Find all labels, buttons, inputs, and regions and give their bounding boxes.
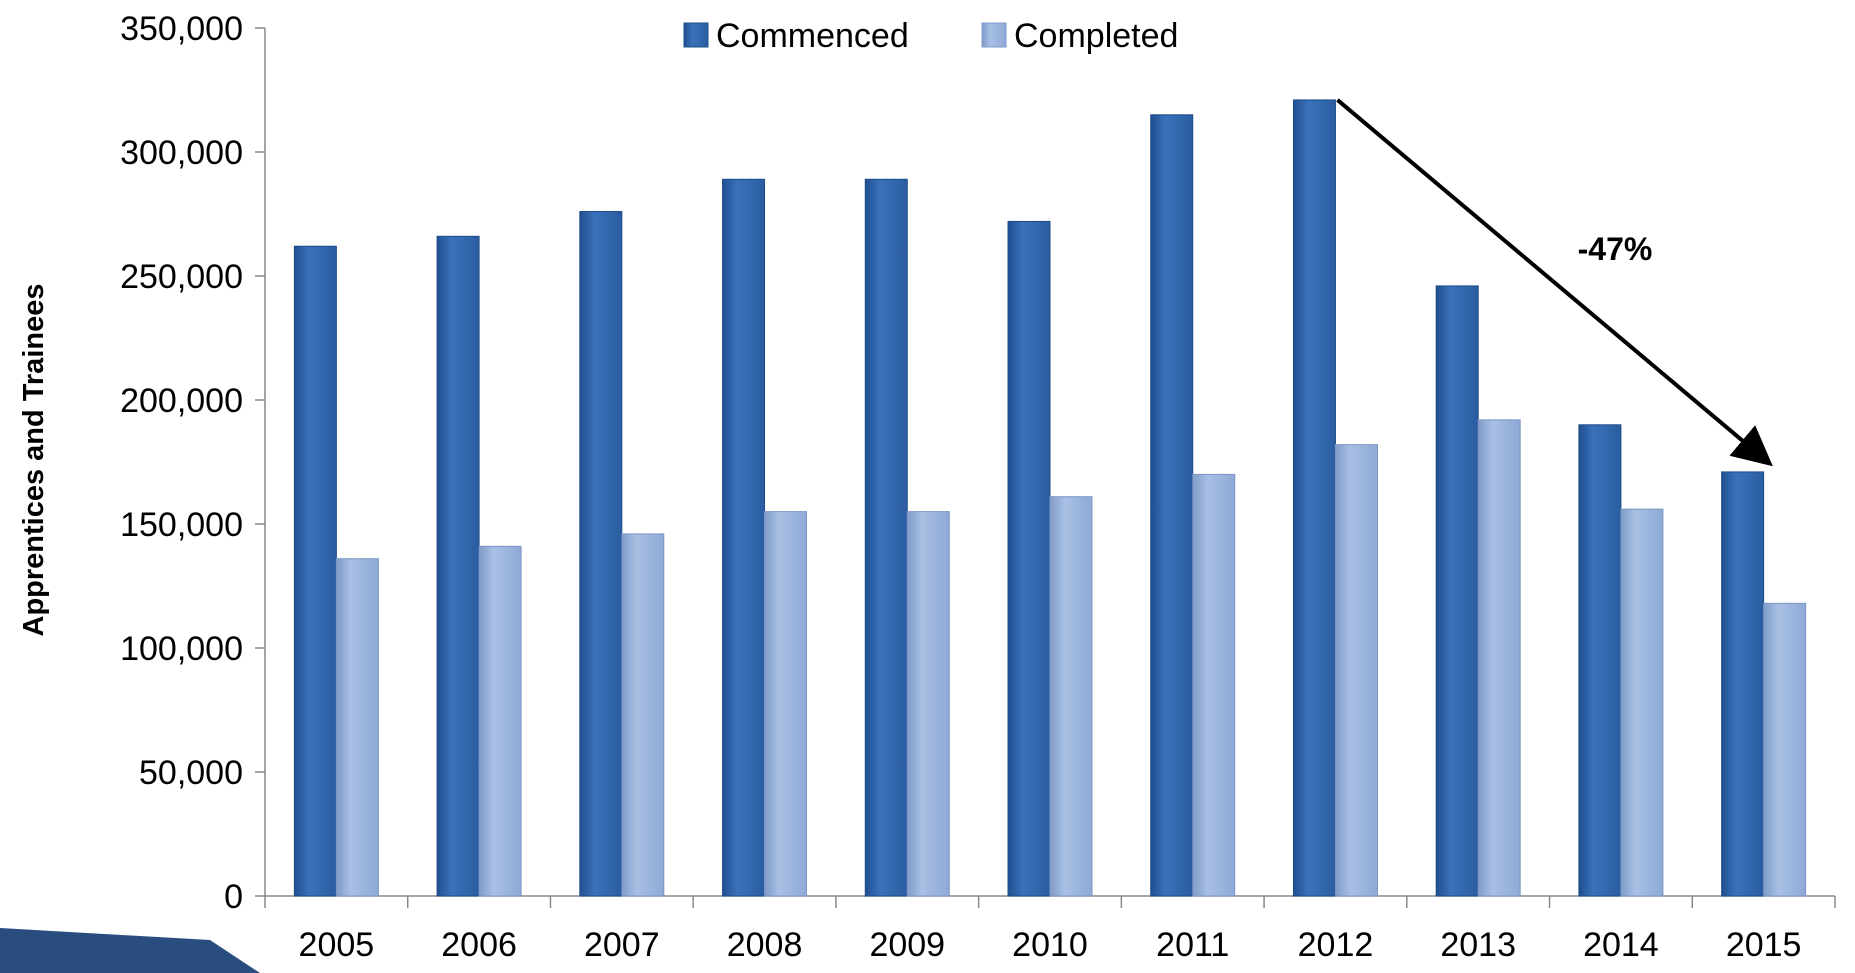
decline-percent-label: -47% xyxy=(1578,231,1653,267)
bars xyxy=(293,99,1807,897)
bar-commenced-2012 xyxy=(1292,99,1336,897)
y-tick-label: 50,000 xyxy=(139,754,243,792)
bar-commenced-2007 xyxy=(579,211,623,897)
y-tick-label: 250,000 xyxy=(120,258,243,296)
bar-commenced-2006 xyxy=(436,235,480,897)
x-tick-label: 2008 xyxy=(727,926,803,964)
bar-commenced-2015 xyxy=(1721,471,1765,897)
bar-commenced-2011 xyxy=(1150,114,1194,897)
x-tick-label: 2013 xyxy=(1440,926,1516,964)
x-tick-label: 2007 xyxy=(584,926,660,964)
decline-arrow xyxy=(1336,98,1773,467)
y-tick-labels: 0 50,000 100,000 150,000 200,000 250,000 300,0… xyxy=(120,10,243,916)
bar-commenced-2013 xyxy=(1435,285,1479,897)
change-annotation: -47% xyxy=(1336,98,1773,467)
bar-commenced-2008 xyxy=(722,178,766,897)
bar-commenced-2014 xyxy=(1578,424,1622,897)
bar-completed-2007 xyxy=(621,533,665,897)
x-tick-label: 2014 xyxy=(1583,926,1659,964)
legend: Commenced Completed xyxy=(683,17,1178,55)
bar-completed-2013 xyxy=(1477,419,1521,897)
bar-completed-2012 xyxy=(1334,444,1378,897)
bar-completed-2005 xyxy=(335,558,379,897)
y-tick-label: 350,000 xyxy=(120,10,243,48)
x-tick-label: 2011 xyxy=(1156,926,1229,964)
y-tick-label: 100,000 xyxy=(120,630,243,668)
bar-commenced-2005 xyxy=(293,245,337,897)
y-tick-label: 300,000 xyxy=(120,134,243,172)
bar-completed-2014 xyxy=(1620,508,1664,897)
y-tick-label: 0 xyxy=(224,878,243,916)
bar-completed-2006 xyxy=(478,545,522,897)
legend-swatch-commenced xyxy=(683,22,709,48)
x-tick-label: 2015 xyxy=(1726,926,1802,964)
bar-completed-2009 xyxy=(906,511,950,897)
bar-completed-2015 xyxy=(1763,602,1807,897)
x-tick-label: 2006 xyxy=(441,926,517,964)
y-tick-label: 200,000 xyxy=(120,382,243,420)
bar-completed-2010 xyxy=(1049,496,1093,897)
y-axis-label: Apprentices and Trainees xyxy=(18,284,50,637)
legend-swatch-completed xyxy=(981,22,1007,48)
x-tick-label: 2010 xyxy=(1012,926,1088,964)
bar-commenced-2010 xyxy=(1007,220,1051,897)
x-tick-label: 2005 xyxy=(299,926,375,964)
bar-completed-2011 xyxy=(1192,473,1236,897)
axes xyxy=(255,27,1836,908)
legend-label-commenced: Commenced xyxy=(716,17,909,55)
legend-label-completed: Completed xyxy=(1014,17,1178,55)
x-tick-label: 2012 xyxy=(1298,926,1374,964)
bar-completed-2008 xyxy=(764,511,808,897)
x-tick-label: 2009 xyxy=(869,926,945,964)
bar-commenced-2009 xyxy=(864,178,908,897)
x-tick-labels: 2005 2006 2007 2008 2009 2010 2011 2012 2013 2014… xyxy=(299,926,1802,964)
y-tick-label: 150,000 xyxy=(120,506,243,544)
decorative-swoosh xyxy=(0,928,260,973)
